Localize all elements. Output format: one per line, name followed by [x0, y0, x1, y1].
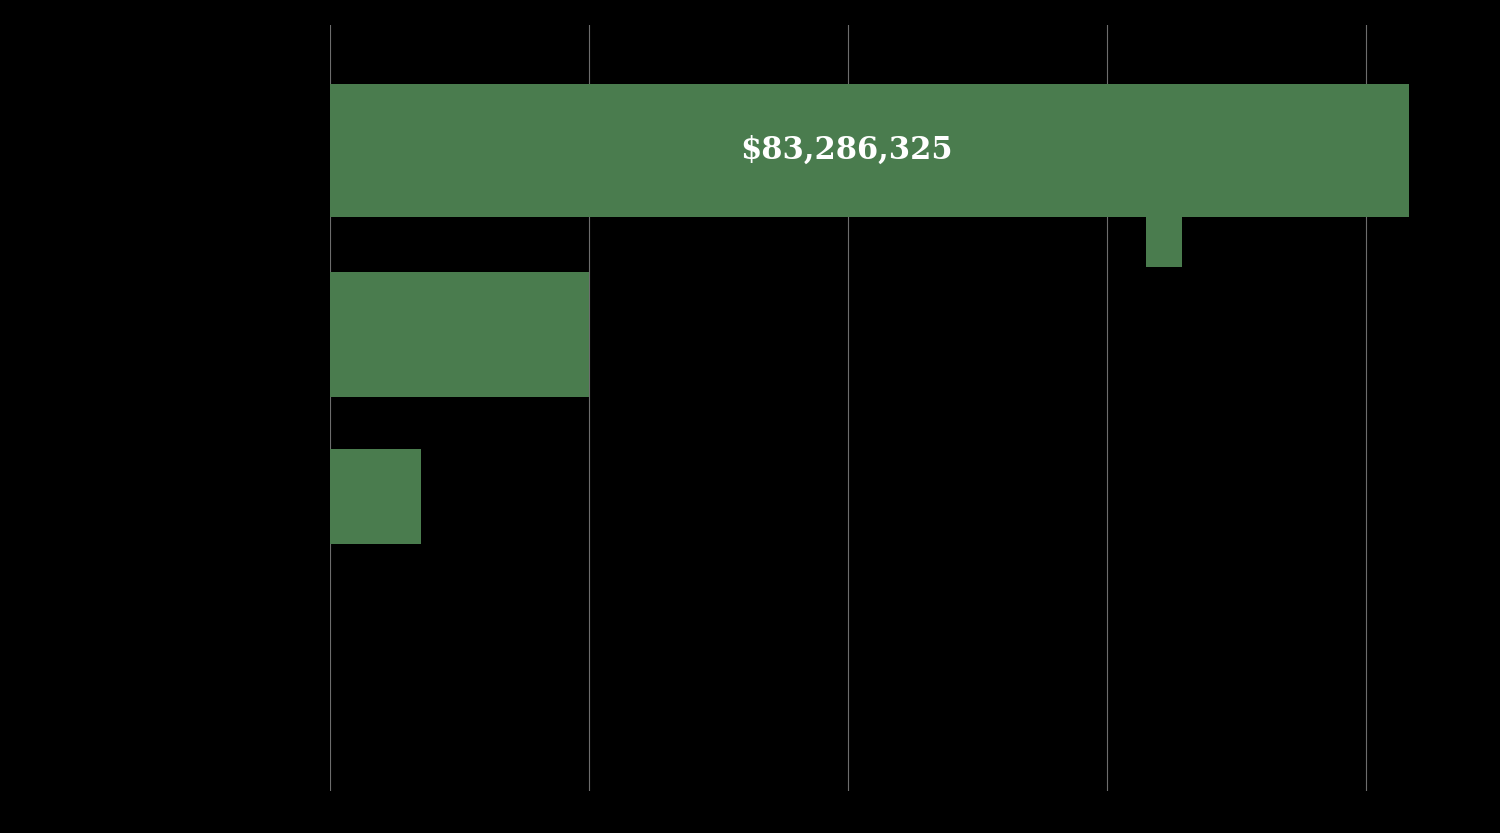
- Text: $83,286,325: $83,286,325: [740, 135, 952, 166]
- Bar: [1146, 211, 1182, 267]
- Bar: [330, 449, 420, 545]
- Bar: [330, 272, 590, 397]
- Bar: [330, 84, 1408, 217]
